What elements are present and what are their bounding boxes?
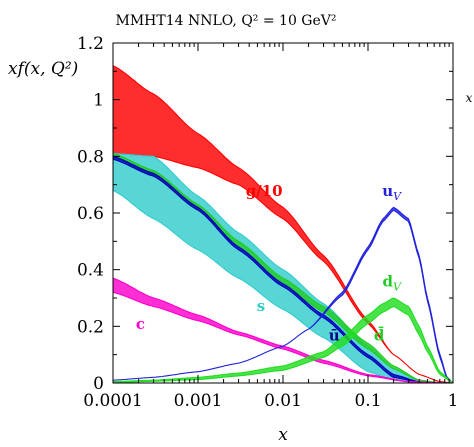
y-tick-label: 1.2: [77, 34, 104, 54]
series-label-4: s: [257, 297, 265, 315]
series-label-text: d̄: [374, 326, 385, 345]
band-7: [113, 297, 453, 383]
series-label-text: ū: [329, 327, 340, 345]
series-label-2: uV: [382, 182, 402, 203]
x-tick-label: 0.001: [174, 391, 223, 411]
series-label-text: g/10: [246, 182, 283, 200]
y-tick-label: 1: [93, 91, 104, 111]
series-label-7: c: [136, 315, 145, 333]
series-label-5: d̄: [374, 326, 385, 345]
y-tick-label: 0.6: [77, 204, 104, 224]
series-label-subscript: V: [393, 190, 402, 203]
series-label-text: s: [257, 297, 265, 315]
x-tick-label: 0.01: [264, 391, 302, 411]
right-edge-label: x: [466, 91, 473, 105]
y-tick-label: 0.8: [77, 147, 104, 167]
series-label-text: c: [136, 315, 145, 333]
chart-title: MMHT14 NNLO, Q² = 10 GeV²: [115, 13, 336, 29]
y-tick-label: 0.4: [77, 261, 104, 281]
band-2: [113, 152, 453, 383]
y-axis-title: xf(x, Q²): [8, 59, 78, 79]
series-label-text: u: [382, 182, 393, 200]
y-tick-label: 0.2: [77, 317, 104, 337]
bands-group: [113, 65, 453, 383]
series-label-1: g/10: [246, 182, 283, 200]
x-tick-label: 0.1: [354, 391, 381, 411]
band-4: [113, 155, 453, 383]
x-tick-label: 0.0001: [83, 391, 142, 411]
band-5: [113, 277, 453, 383]
x-tick-label: 1: [448, 391, 459, 411]
series-label-6: ū: [329, 327, 340, 345]
x-axis-title: x: [278, 425, 288, 445]
series-label-subscript: V: [393, 281, 402, 294]
series-label-text: d: [382, 273, 393, 291]
y-tick-label: 0: [93, 374, 104, 394]
series-label-3: dV: [382, 273, 402, 294]
band-6: [113, 206, 453, 383]
plot-area: [113, 65, 453, 383]
axes: 0 0.2 0.4 0.6 0.8 1 1.2 0.0001 0.001 0.01 0.1 1 g/10…: [77, 34, 458, 411]
